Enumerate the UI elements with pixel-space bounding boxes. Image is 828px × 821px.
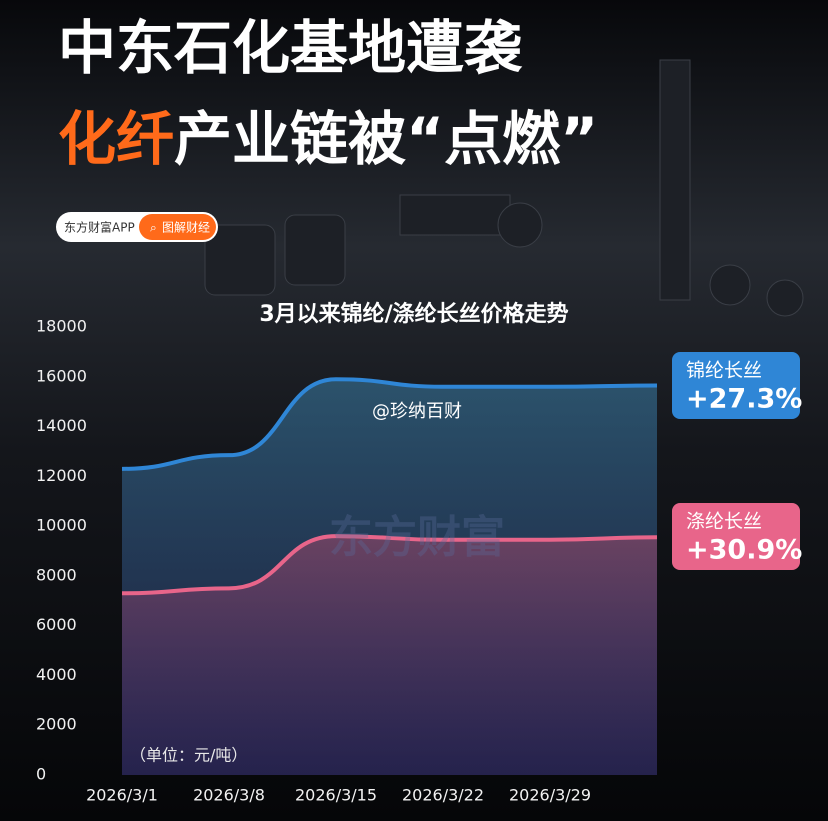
- y-tick-label: 16000: [36, 366, 87, 385]
- line: [121, 534, 658, 596]
- line: [121, 377, 658, 471]
- search-icon: ⌕: [150, 221, 157, 235]
- x-tick-label: 2026/3/22: [402, 786, 484, 805]
- watermark: 东方财富: [329, 512, 505, 563]
- legend-label: 涤纶长丝: [686, 511, 762, 533]
- x-tick-label: 2026/3/8: [193, 786, 265, 805]
- badge-left: 东方财富APP: [64, 220, 135, 235]
- y-tick-label: 12000: [36, 466, 87, 485]
- y-tick-label: 6000: [36, 615, 77, 634]
- title-rest: 产业链被“点燃”: [174, 105, 598, 173]
- legend-box: [672, 503, 800, 570]
- y-tick-label: 10000: [36, 516, 87, 535]
- y-tick-label: 8000: [36, 565, 77, 584]
- y-tick-label: 2000: [36, 715, 77, 734]
- x-tick-label: 2026/3/1: [86, 786, 158, 805]
- y-tick-label: 18000: [36, 317, 87, 336]
- unit-label: （单位：元/吨）: [130, 746, 247, 765]
- y-tick-label: 0: [36, 765, 46, 784]
- watermark: @珍纳百财: [372, 401, 462, 422]
- x-tick-label: 2026/3/15: [295, 786, 377, 805]
- plant-silhouette: [204, 59, 804, 317]
- legend-box: [672, 352, 800, 419]
- y-tick-label: 4000: [36, 665, 77, 684]
- title-line2: 化纤产业链被“点燃”: [58, 105, 598, 173]
- chart-title: 3月以来锦纶/涤纶长丝价格走势: [259, 301, 568, 327]
- badge-pill: [139, 214, 216, 240]
- badge-right: 图解财经: [162, 221, 210, 235]
- y-tick-label: 14000: [36, 416, 87, 435]
- x-tick-label: 2026/3/29: [509, 786, 591, 805]
- change-label: +30.9%: [686, 535, 802, 566]
- area: [122, 536, 657, 775]
- plot: 0 2000 4000 6000 8000 10000 12000 14000 16000 180…: [36, 317, 802, 805]
- title-line1: 中东石化基地遭袭: [58, 14, 523, 82]
- legend-label: 锦纶长丝: [686, 360, 762, 382]
- change-label: +27.3%: [686, 384, 802, 415]
- title-highlight: 化纤: [58, 105, 174, 173]
